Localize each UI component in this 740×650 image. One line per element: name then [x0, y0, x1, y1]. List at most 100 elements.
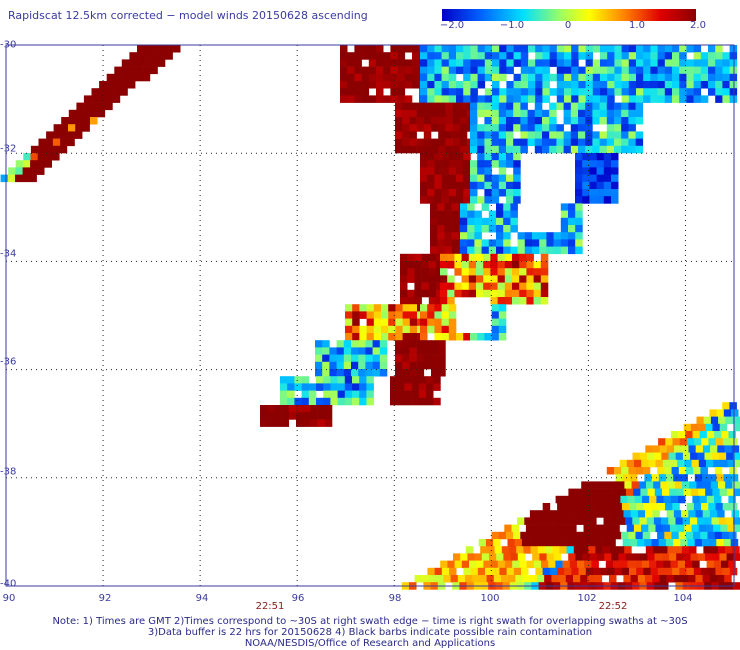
wind-cell: [463, 59, 471, 67]
wind-cell: [484, 52, 493, 60]
wind-cell: [438, 131, 446, 139]
wind-cell: [427, 153, 435, 161]
wind-cell: [402, 361, 410, 370]
wind-cell: [703, 416, 712, 425]
wind-cell: [621, 531, 629, 540]
lon-tick: 104: [673, 593, 693, 604]
wind-cell: [528, 59, 536, 67]
wind-cell: [461, 261, 470, 269]
wind-cell: [658, 539, 667, 547]
wind-cell: [303, 419, 311, 427]
wind-cell: [562, 560, 571, 569]
wind-cell: [501, 575, 509, 583]
wind-cell: [451, 246, 460, 255]
wind-cell: [614, 88, 622, 96]
wind-cell: [553, 517, 561, 525]
wind-cell: [695, 575, 703, 583]
wind-cell: [379, 361, 388, 370]
wind-cell: [381, 318, 389, 327]
wind-cell: [556, 81, 565, 89]
wind-cell: [372, 369, 381, 377]
wind-cell: [427, 567, 435, 576]
wind-cell: [681, 546, 690, 554]
wind-cell: [621, 59, 630, 67]
wind-cell: [434, 189, 442, 197]
wind-cell: [503, 217, 511, 226]
wind-cell: [504, 268, 513, 276]
wind-cell: [520, 138, 528, 147]
wind-cell: [597, 524, 606, 533]
wind-cell: [421, 289, 430, 298]
wind-cell: [412, 59, 420, 67]
wind-cell: [136, 59, 144, 67]
wind-cell: [484, 189, 492, 197]
wind-cell: [606, 102, 615, 111]
wind-cell: [563, 102, 572, 111]
wind-cell: [476, 261, 484, 269]
wind-cell: [714, 531, 723, 540]
wind-cell: [513, 102, 521, 111]
wind-cell: [336, 347, 345, 355]
wind-cell: [571, 567, 579, 576]
wind-cell: [434, 81, 442, 89]
wind-cell: [715, 81, 723, 89]
wind-cell: [680, 474, 688, 482]
wind-cell: [376, 81, 384, 89]
wind-cell: [542, 131, 550, 139]
wind-cell: [376, 66, 384, 75]
wind-cell: [280, 383, 288, 391]
wind-cell: [672, 88, 680, 96]
wind-cell: [722, 66, 730, 75]
wind-cell: [666, 474, 674, 482]
wind-cell: [329, 369, 337, 377]
wind-cell: [459, 109, 468, 118]
wind-cell: [431, 109, 439, 118]
wind-cell: [710, 546, 719, 554]
wind-cell: [366, 325, 375, 334]
wind-cell: [556, 124, 564, 132]
wind-cell: [547, 524, 555, 533]
wind-cell: [127, 81, 136, 89]
wind-cell: [526, 289, 534, 298]
wind-cell: [586, 539, 595, 547]
wind-cell: [499, 66, 507, 75]
wind-cell: [602, 546, 611, 554]
wind-cell: [359, 376, 367, 384]
wind-cell: [579, 539, 587, 547]
wind-cell: [715, 567, 723, 576]
wind-cell: [460, 210, 468, 219]
wind-cell: [697, 517, 705, 525]
wind-cell: [621, 81, 630, 89]
wind-cell: [729, 73, 738, 82]
wind-cell: [416, 340, 425, 348]
wind-cell: [708, 438, 716, 446]
wind-cell: [571, 503, 579, 511]
wind-cell: [564, 66, 572, 75]
wind-cell: [477, 567, 486, 576]
wind-cell: [423, 131, 432, 139]
wind-cell: [602, 481, 611, 489]
wind-cell: [715, 88, 723, 96]
wind-cell: [448, 325, 457, 334]
wind-cell: [514, 539, 523, 547]
wind-cell: [477, 95, 486, 103]
wind-cell: [690, 452, 698, 461]
wind-cell: [657, 81, 666, 89]
wind-cell: [433, 376, 441, 384]
wind-cell: [535, 45, 543, 53]
wind-cell: [664, 467, 672, 475]
wind-cell: [517, 553, 526, 561]
wind-cell: [526, 282, 534, 291]
wind-cell: [589, 189, 597, 197]
wind-cell: [423, 340, 432, 348]
wind-cell: [361, 66, 370, 75]
wind-cell: [420, 73, 428, 82]
wind-cell: [702, 575, 711, 583]
wind-cell: [476, 289, 484, 298]
wind-cell: [712, 553, 720, 561]
wind-cell: [98, 102, 106, 111]
wind-cell: [585, 102, 593, 111]
wind-cell: [603, 167, 612, 175]
wind-cell: [614, 59, 622, 67]
wind-cell: [715, 52, 723, 60]
